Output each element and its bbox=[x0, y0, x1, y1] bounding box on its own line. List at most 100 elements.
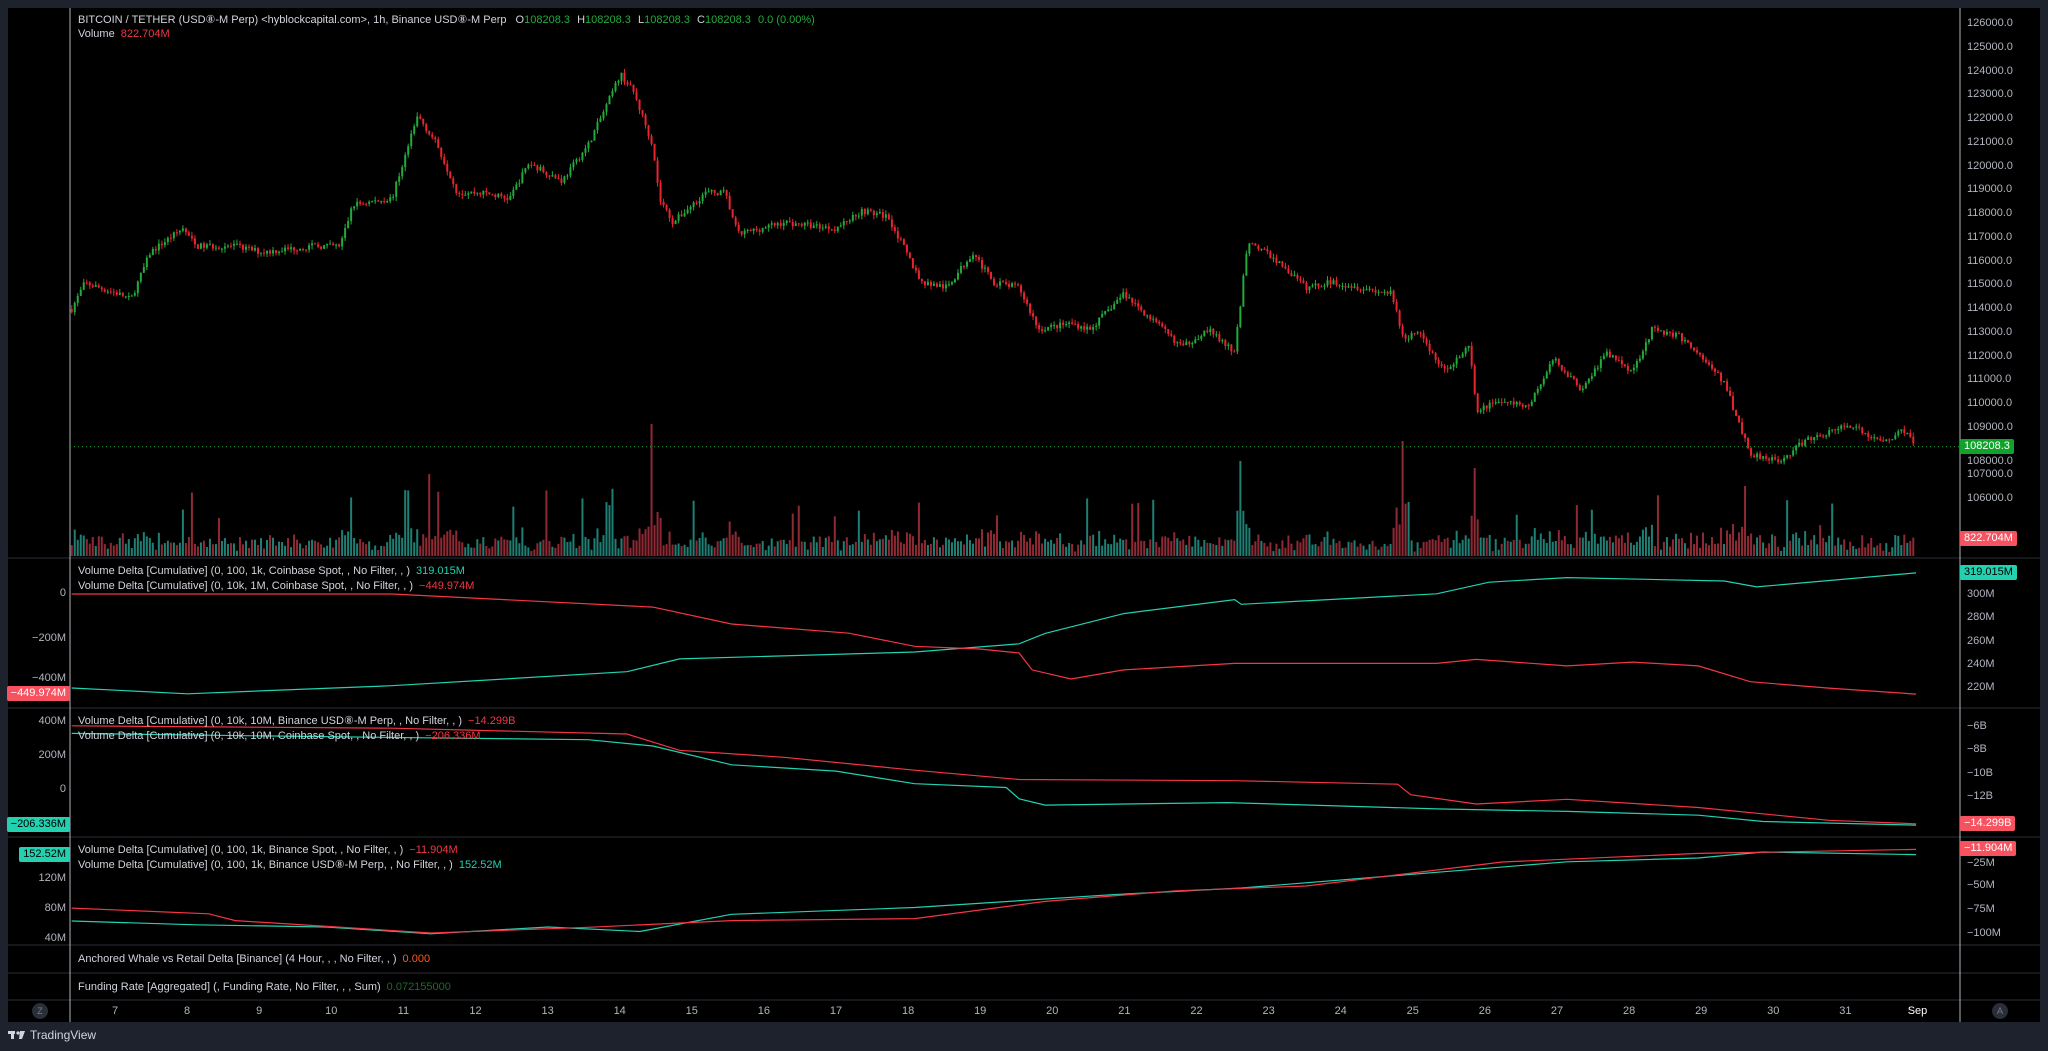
volume-bar bbox=[154, 549, 157, 556]
indicator-legend[interactable]: Volume Delta [Cumulative] (0, 100, 1k, C… bbox=[78, 564, 465, 578]
candle-body bbox=[202, 243, 205, 248]
candle-body bbox=[635, 91, 638, 100]
volume-bar bbox=[1326, 531, 1329, 556]
candle-body bbox=[353, 206, 356, 209]
volume-bar bbox=[1383, 543, 1386, 556]
candle-body bbox=[671, 218, 674, 225]
volume-bar bbox=[803, 541, 806, 556]
candle-body bbox=[1188, 341, 1191, 345]
volume-bar bbox=[1455, 530, 1458, 556]
volume-bar bbox=[1641, 529, 1644, 556]
volume-bar bbox=[1786, 500, 1789, 556]
candle-body bbox=[1446, 368, 1449, 370]
candle-body bbox=[1272, 257, 1275, 259]
volume-bar bbox=[1047, 541, 1050, 556]
volume-bar bbox=[1792, 534, 1795, 556]
volume-bar bbox=[1491, 551, 1494, 556]
candle-body bbox=[413, 126, 416, 134]
candle-body bbox=[497, 193, 500, 197]
left-axis-tick: −200M bbox=[32, 631, 66, 644]
candle-body bbox=[383, 201, 386, 203]
candle-body bbox=[344, 227, 347, 239]
left-axis-tick: 120M bbox=[38, 872, 66, 884]
candle-body bbox=[1575, 378, 1578, 386]
volume-bar bbox=[1506, 540, 1509, 556]
candle-body bbox=[419, 116, 422, 119]
volume-bar bbox=[1044, 538, 1047, 556]
volume-bar bbox=[1846, 549, 1849, 556]
volume-bar bbox=[1819, 525, 1822, 556]
volume-bar bbox=[1662, 541, 1665, 556]
volume-bars bbox=[70, 424, 1915, 556]
candle-body bbox=[1269, 251, 1272, 259]
candle-body bbox=[698, 201, 701, 204]
candle-body bbox=[977, 257, 980, 260]
volume-bar bbox=[1146, 548, 1149, 556]
volume-bar bbox=[365, 544, 368, 556]
volume-bar bbox=[743, 545, 746, 556]
candle-body bbox=[1702, 354, 1705, 360]
volume-legend[interactable]: Volume 822.704M bbox=[78, 27, 170, 41]
volume-bar bbox=[761, 540, 764, 556]
candle-body bbox=[329, 243, 332, 245]
candle-body bbox=[335, 244, 338, 246]
candle-body bbox=[1801, 442, 1804, 446]
volume-bar bbox=[1515, 514, 1518, 556]
volume-bar bbox=[869, 544, 872, 556]
volume-bar bbox=[452, 534, 455, 556]
volume-bar bbox=[707, 544, 710, 556]
volume-bar bbox=[1308, 534, 1311, 556]
candle-body bbox=[1861, 427, 1864, 434]
indicator-legend[interactable]: Volume Delta [Cumulative] (0, 10k, 10M, … bbox=[78, 714, 515, 728]
candle-body bbox=[993, 278, 996, 286]
candle-body bbox=[1410, 333, 1413, 339]
auto-scale-button[interactable]: A bbox=[1992, 1003, 2008, 1019]
volume-bar bbox=[1410, 540, 1413, 556]
candle-body bbox=[1023, 292, 1026, 300]
indicator-legend[interactable]: Volume Delta [Cumulative] (0, 100, 1k, B… bbox=[78, 843, 458, 857]
low-label: L bbox=[637, 14, 645, 26]
candle-body bbox=[1119, 297, 1122, 300]
candle-body bbox=[1140, 306, 1143, 311]
price-tick: 113000.0 bbox=[1967, 325, 2013, 338]
volume-bar bbox=[1705, 543, 1708, 556]
volume-bar bbox=[1831, 503, 1834, 556]
indicator-title: Volume Delta [Cumulative] (0, 10k, 10M, … bbox=[78, 730, 420, 742]
candle-body bbox=[1416, 332, 1419, 334]
candle-body bbox=[974, 255, 977, 258]
candle-body bbox=[731, 209, 734, 218]
volume-bar bbox=[1536, 539, 1539, 556]
tradingview-logo[interactable]: TradingView bbox=[8, 1028, 96, 1042]
zoom-reset-button[interactable]: Z bbox=[32, 1003, 48, 1019]
candle-body bbox=[1065, 324, 1068, 326]
time-axis-label: 23 bbox=[1262, 1005, 1275, 1017]
funding-legend[interactable]: Funding Rate [Aggregated] (, Funding Rat… bbox=[78, 980, 451, 994]
volume-bar bbox=[503, 539, 506, 556]
candle-body bbox=[428, 130, 431, 135]
indicator-legend[interactable]: Volume Delta [Cumulative] (0, 10k, 1M, C… bbox=[78, 579, 474, 593]
volume-bar bbox=[1771, 534, 1774, 556]
volume-bar bbox=[139, 541, 142, 556]
candle-body bbox=[1356, 286, 1359, 290]
candle-body bbox=[596, 122, 599, 131]
candle-body bbox=[1518, 402, 1521, 405]
indicator-legend[interactable]: Volume Delta [Cumulative] (0, 100, 1k, B… bbox=[78, 858, 502, 872]
candle-body bbox=[374, 200, 377, 202]
candle-body bbox=[256, 248, 259, 254]
candle-body bbox=[1623, 364, 1626, 367]
candle-body bbox=[1864, 433, 1867, 435]
candle-body bbox=[1278, 261, 1281, 264]
whale-legend[interactable]: Anchored Whale vs Retail Delta [Binance]… bbox=[78, 952, 430, 966]
volume-bar bbox=[1122, 539, 1125, 556]
candle-body bbox=[1431, 351, 1434, 353]
candle-body bbox=[1287, 268, 1290, 274]
indicator-legend[interactable]: Volume Delta [Cumulative] (0, 10k, 10M, … bbox=[78, 729, 481, 743]
symbol-legend[interactable]: BITCOIN / TETHER (USD⑧-M Perp) <hyblockc… bbox=[78, 13, 815, 27]
price-tick: 114000.0 bbox=[1967, 302, 2013, 315]
candle-body bbox=[512, 189, 515, 196]
volume-bar bbox=[1563, 536, 1566, 556]
volume-bar bbox=[335, 539, 338, 556]
volume-bar bbox=[587, 538, 590, 556]
volume-bar bbox=[713, 547, 716, 556]
